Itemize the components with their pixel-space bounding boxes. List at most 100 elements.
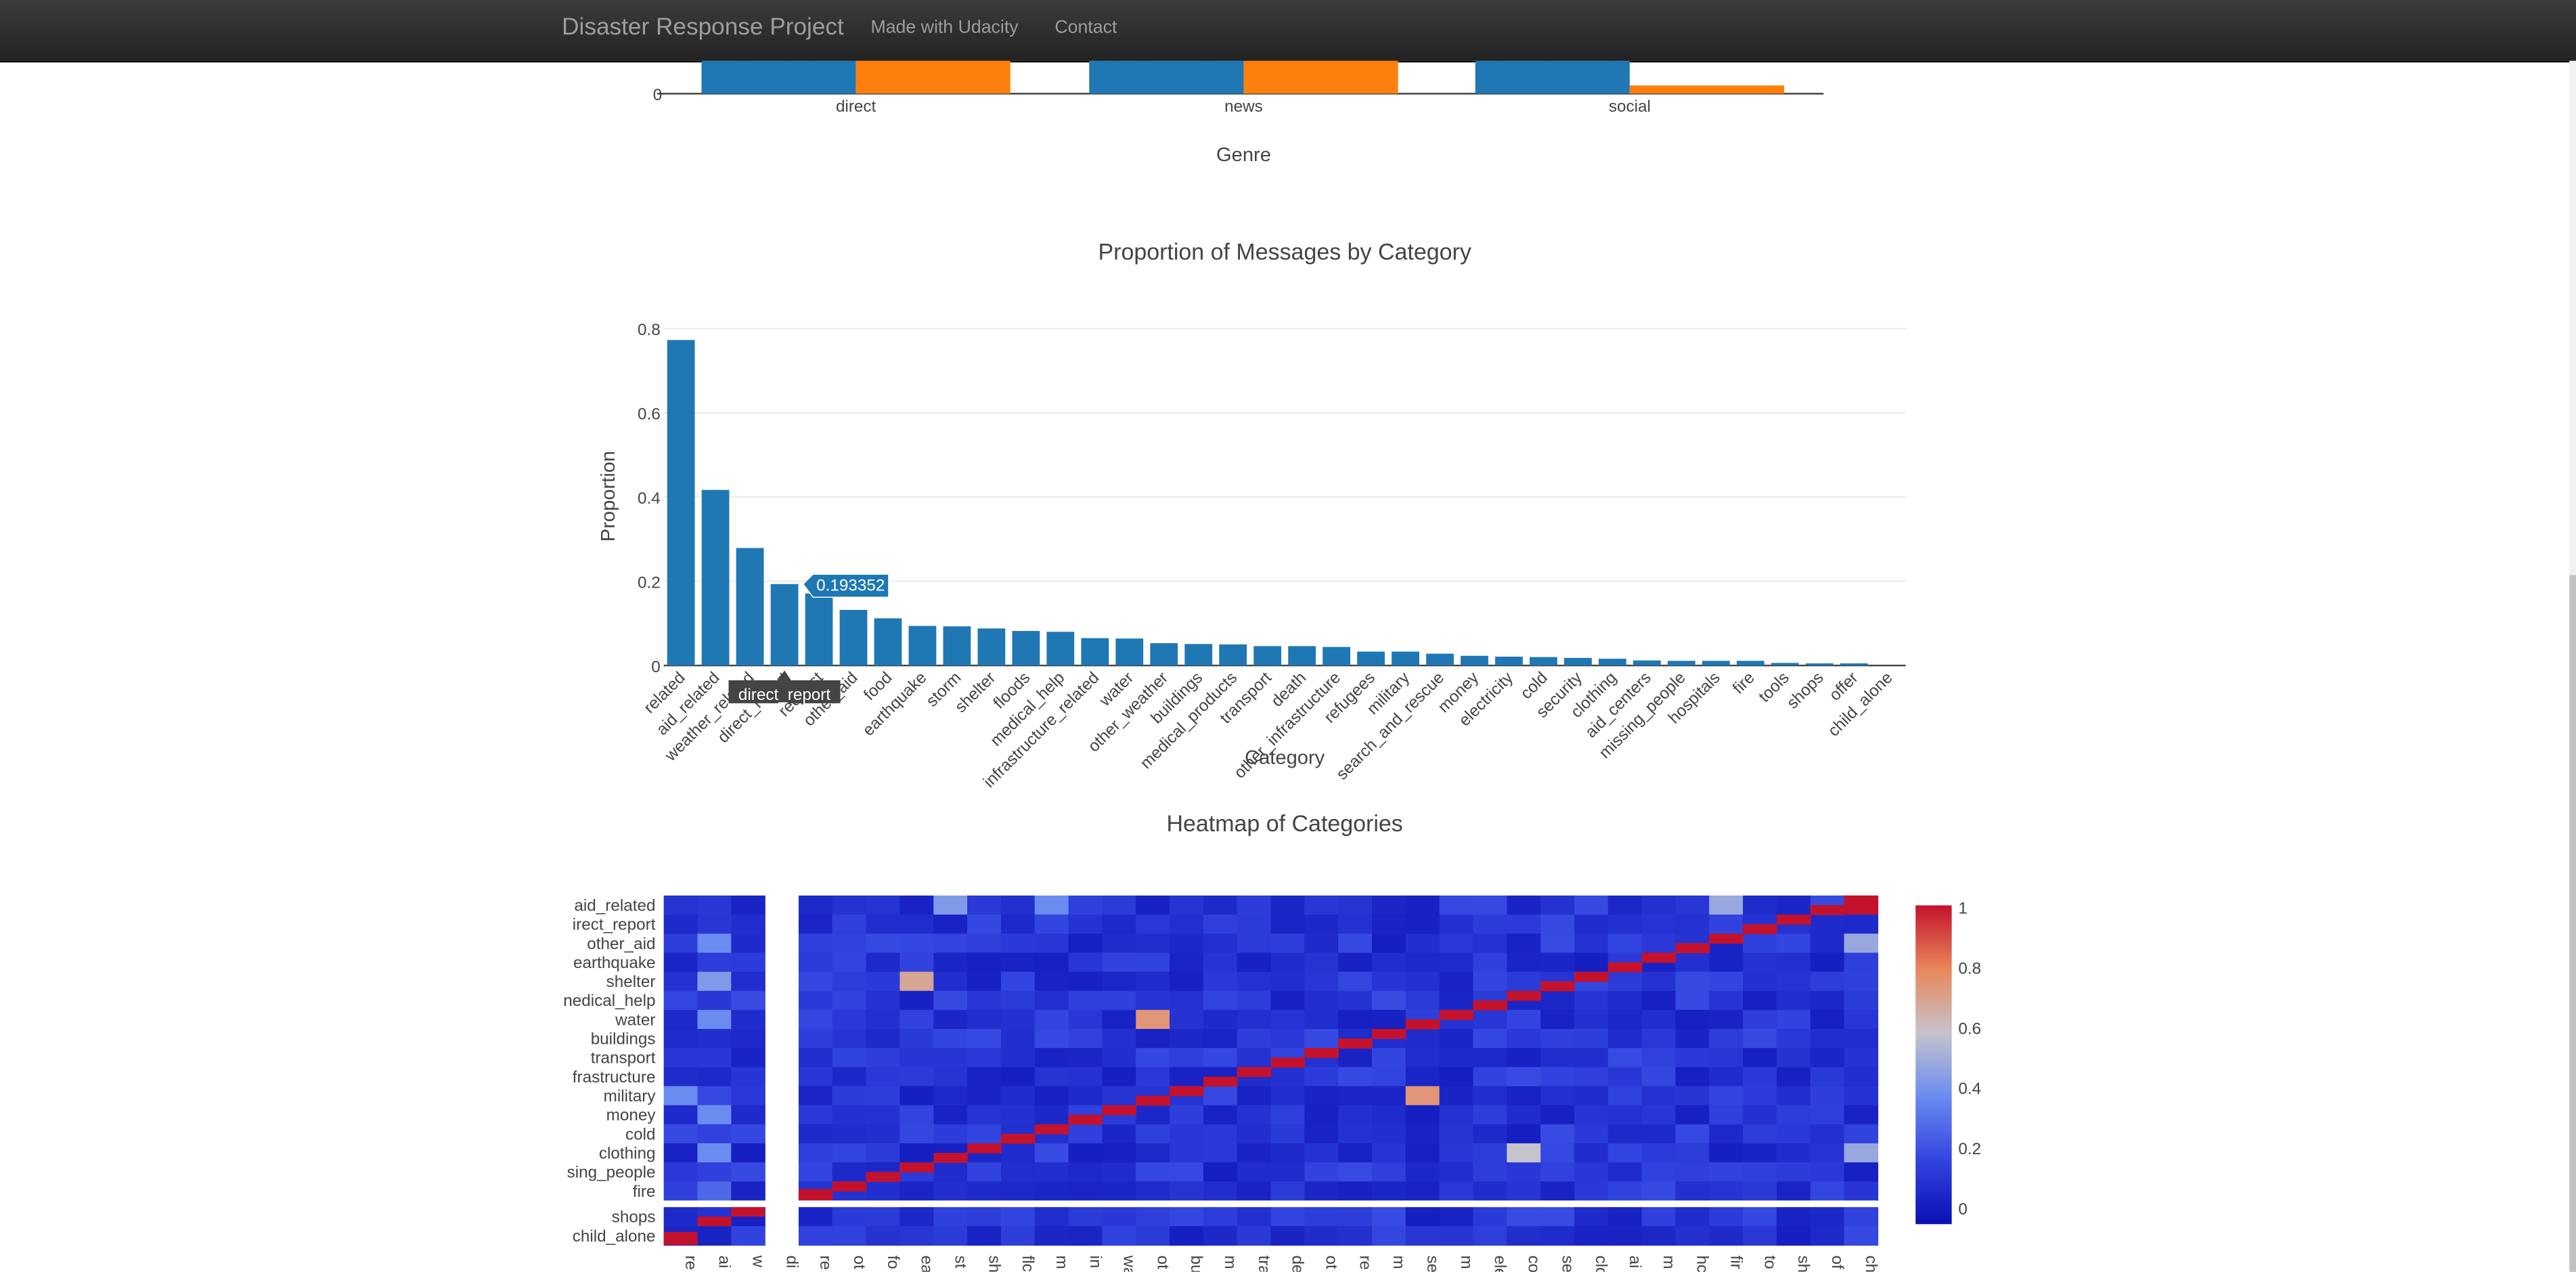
heatmap-cell[interactable] xyxy=(1675,1162,1710,1182)
heatmap-cell[interactable] xyxy=(1068,952,1103,973)
heatmap-cell[interactable] xyxy=(1170,1009,1204,1030)
heatmap-cell[interactable] xyxy=(1270,1226,1306,1246)
heatmap-cell[interactable] xyxy=(1371,1009,1406,1030)
heatmap-cell[interactable] xyxy=(1371,1086,1406,1106)
heatmap-cell[interactable] xyxy=(1270,1181,1306,1202)
heatmap-cell[interactable] xyxy=(1810,1009,1845,1030)
heatmap-cell[interactable] xyxy=(1203,1105,1238,1125)
heatmap-cell-diagonal[interactable] xyxy=(900,1162,934,1172)
heatmap-cell[interactable] xyxy=(1776,990,1811,1011)
heatmap-cell[interactable] xyxy=(900,934,934,954)
heatmap-cell[interactable] xyxy=(731,934,765,954)
heatmap-cell-diagonal[interactable] xyxy=(1675,943,1710,954)
heatmap-cell[interactable] xyxy=(1507,1162,1541,1182)
heatmap-cell[interactable] xyxy=(1170,1207,1204,1227)
heatmap-cell[interactable] xyxy=(1102,1067,1136,1087)
heatmap-cell[interactable] xyxy=(1709,952,1744,973)
heatmap-cell[interactable] xyxy=(1574,1048,1609,1068)
heatmap-cell[interactable] xyxy=(1371,895,1406,915)
heatmap-cell[interactable] xyxy=(1675,915,1710,934)
heatmap-cell[interactable] xyxy=(1641,1067,1676,1087)
heatmap-cell[interactable] xyxy=(1574,1143,1609,1163)
heatmap-cell[interactable] xyxy=(1237,1028,1272,1049)
heatmap-cell[interactable] xyxy=(967,1028,1002,1049)
heatmap-cell[interactable] xyxy=(1574,1181,1609,1202)
nav-link-udacity[interactable]: Made with Udacity xyxy=(870,18,1019,38)
heatmap-cell[interactable] xyxy=(697,1048,732,1068)
heatmap-cell[interactable] xyxy=(1170,971,1204,992)
heatmap-cell[interactable] xyxy=(1102,934,1136,954)
heatmap-cell[interactable] xyxy=(1304,971,1339,992)
heatmap-cell[interactable] xyxy=(967,1162,1002,1182)
heatmap-cell[interactable] xyxy=(1607,934,1643,954)
heatmap-cell[interactable] xyxy=(1270,1028,1306,1049)
category-bar-cold[interactable] xyxy=(1530,657,1557,666)
heatmap-cell-diagonal[interactable] xyxy=(1709,934,1744,944)
heatmap-cell[interactable] xyxy=(1810,971,1845,992)
heatmap-cell[interactable] xyxy=(1574,990,1609,1011)
heatmap-cell[interactable] xyxy=(933,990,968,1011)
heatmap-cell[interactable] xyxy=(1203,1086,1238,1106)
heatmap-cell[interactable] xyxy=(1507,1207,1541,1227)
heatmap-cell[interactable] xyxy=(1540,952,1575,973)
heatmap-cell[interactable] xyxy=(1675,1143,1710,1163)
heatmap-cell[interactable] xyxy=(798,1124,833,1144)
heatmap-cell[interactable] xyxy=(1574,1226,1609,1246)
heatmap-cell[interactable] xyxy=(1237,1105,1272,1125)
heatmap-cell[interactable] xyxy=(967,1226,1002,1246)
heatmap-cell[interactable] xyxy=(1810,952,1845,973)
scrollbar-thumb[interactable] xyxy=(2569,575,2576,1272)
heatmap-cell[interactable] xyxy=(1540,1028,1575,1049)
heatmap-cell[interactable] xyxy=(798,1086,833,1106)
heatmap-cell[interactable] xyxy=(1709,971,1744,992)
heatmap-cell[interactable] xyxy=(1507,915,1541,934)
heatmap-cell[interactable] xyxy=(967,934,1002,954)
heatmap-cell[interactable] xyxy=(1034,952,1069,973)
heatmap-cell[interactable] xyxy=(866,895,901,915)
heatmap-cell[interactable] xyxy=(1743,1207,1777,1227)
heatmap-cell[interactable] xyxy=(1776,1086,1811,1106)
heatmap-cell[interactable] xyxy=(1709,895,1744,915)
heatmap-cell[interactable] xyxy=(663,1048,698,1068)
heatmap-cell[interactable] xyxy=(1102,1124,1136,1144)
heatmap-cell[interactable] xyxy=(1574,934,1609,954)
heatmap-cell[interactable] xyxy=(1000,1067,1036,1087)
category-bar-buildings[interactable] xyxy=(1184,644,1213,666)
heatmap-cell[interactable] xyxy=(1709,1086,1744,1106)
heatmap-cell[interactable] xyxy=(1844,1028,1879,1049)
heatmap-cell[interactable] xyxy=(1439,952,1474,973)
heatmap-cell[interactable] xyxy=(967,1124,1002,1144)
heatmap-cell[interactable] xyxy=(1304,1226,1339,1246)
heatmap-cell[interactable] xyxy=(1338,990,1373,1011)
heatmap-cell[interactable] xyxy=(1641,1028,1676,1049)
heatmap-cell[interactable] xyxy=(1844,934,1879,954)
heatmap-cell[interactable] xyxy=(1743,1009,1777,1030)
heatmap-cell[interactable] xyxy=(1473,1048,1508,1068)
heatmap-cell[interactable] xyxy=(663,1124,698,1144)
heatmap-cell[interactable] xyxy=(1574,915,1609,934)
heatmap-cell[interactable] xyxy=(663,1105,698,1125)
heatmap-cell[interactable] xyxy=(832,895,867,915)
heatmap-cell[interactable] xyxy=(1203,915,1238,934)
heatmap-cell[interactable] xyxy=(832,990,867,1011)
category-bar-medical_help[interactable] xyxy=(1046,632,1075,666)
heatmap-cell[interactable] xyxy=(1709,1226,1744,1246)
heatmap-cell[interactable] xyxy=(1102,990,1136,1011)
heatmap-cell[interactable] xyxy=(1237,1181,1272,1202)
heatmap-cell[interactable] xyxy=(832,1207,867,1227)
heatmap-cell[interactable] xyxy=(1540,1105,1575,1125)
heatmap-cell[interactable] xyxy=(1270,1067,1306,1087)
heatmap-cell[interactable] xyxy=(832,1105,867,1125)
heatmap-cell[interactable] xyxy=(663,1086,698,1106)
heatmap-cell[interactable] xyxy=(1776,895,1811,915)
heatmap-cell[interactable] xyxy=(1203,971,1238,992)
heatmap-cell[interactable] xyxy=(1540,1181,1575,1202)
heatmap-cell[interactable] xyxy=(1270,990,1306,1011)
heatmap-cell[interactable] xyxy=(1709,1028,1744,1049)
heatmap-cell[interactable] xyxy=(1844,1105,1879,1125)
heatmap-cell[interactable] xyxy=(663,1028,698,1049)
heatmap-cell[interactable] xyxy=(967,1086,1002,1106)
heatmap-cell[interactable] xyxy=(1371,934,1406,954)
heatmap-cell[interactable] xyxy=(1136,1143,1170,1163)
heatmap-cell[interactable] xyxy=(1034,971,1069,992)
